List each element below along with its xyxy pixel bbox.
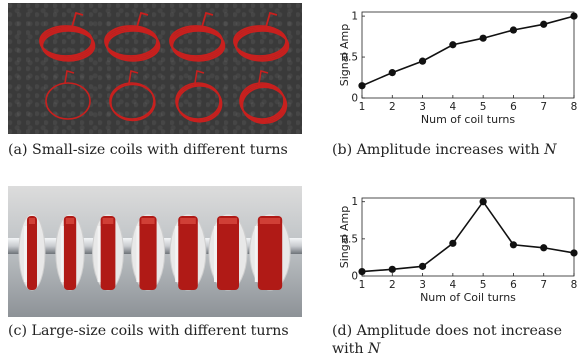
data-point-d [509,241,518,249]
caption-b: (b) Amplitude increases with N [332,142,557,159]
caption-d-line2: with N [332,341,380,358]
data-point-d [358,267,366,276]
x-tick-label-b: 3 [419,101,426,113]
caption-d-variable: N [368,341,381,357]
caption-a: (a) Small-size coils with different turn… [8,142,288,158]
coil-bottom [175,69,223,123]
x-tick-label-b: 1 [359,101,366,113]
coil-ring [169,213,207,291]
data-point-b [449,41,457,49]
data-point-b [418,57,427,65]
data-point-d [388,265,396,273]
caption-d-text: with [332,341,369,357]
x-tick-label-d: 5 [480,279,487,291]
data-point-d [570,249,578,257]
y-tick-label-b: 1 [351,11,358,23]
coil-ring [130,213,166,291]
x-tick-label-d: 8 [571,279,578,291]
data-point-b [358,82,366,90]
coil-top [39,11,96,62]
data-point-b [509,26,518,34]
coil-bottom [45,69,91,120]
x-tick-label-d: 7 [540,279,547,291]
caption-b-text: (b) Amplitude increases with [332,142,545,158]
coil-ring [55,213,85,291]
x-tick-label-b: 2 [389,101,396,113]
coil-bottom [239,69,288,124]
y-tick-label-d: 0.5 [341,233,358,245]
large-coils-illustration [8,213,302,291]
data-point-d [540,244,548,252]
large-coils-photo [8,186,302,317]
x-axis-label-b: Num of coil turns [421,113,515,126]
x-tick-label-d: 3 [419,279,426,291]
data-point-b [388,69,396,77]
y-tick-label-b: 0.5 [341,52,358,64]
small-coils-photo [8,3,302,134]
x-tick-label-d: 6 [510,279,517,291]
x-tick-label-d: 1 [359,279,366,291]
coil-ring [249,213,291,291]
coil-top [233,11,290,62]
x-tick-label-b: 5 [480,101,487,113]
x-tick-label-b: 8 [571,101,578,113]
x-tick-label-b: 7 [540,101,547,113]
x-tick-label-d: 4 [450,279,457,291]
caption-b-variable: N [544,142,557,158]
y-axis-label-b: Signal Amp [340,24,351,87]
series-line-b [361,15,575,87]
x-tick-label-d: 2 [389,279,396,291]
small-coils-illustration [39,11,290,124]
coil-top [169,11,226,62]
coil-bottom [109,69,156,122]
x-tick-label-b: 4 [450,101,457,113]
caption-d-line1: (d) Amplitude does not increase [332,323,562,339]
caption-c: (c) Large-size coils with different turn… [8,323,289,339]
y-tick-label-b: 0 [351,93,358,105]
data-point-b [540,20,548,28]
amplitude-chart-b: 1 2 3 4 5 6 7 8 0 0.5 1 Num of coil turns Signal Amp [340,11,578,126]
data-point-d [418,262,427,270]
coil-ring [92,213,124,291]
plot-frame-d [361,197,575,277]
y-axis-label-d: Singal Amp [340,206,351,269]
coil-top [104,11,161,62]
amplitude-chart-d: 1 2 3 4 5 6 7 8 0 0.5 1 Num of Coil turns Singal Amp [340,196,578,304]
x-axis-label-d: Num of Coil turns [420,291,516,304]
coil-ring [18,213,46,291]
data-point-d [449,239,457,247]
plot-frame-b [361,11,575,99]
y-tick-label-d: 0 [351,271,358,283]
y-tick-label-d: 1 [351,196,358,208]
coil-ring [208,213,248,291]
x-tick-label-b: 6 [510,101,517,113]
data-point-d [479,198,487,206]
series-line-d [361,200,575,273]
data-point-b [479,34,487,42]
data-point-b [570,12,578,20]
